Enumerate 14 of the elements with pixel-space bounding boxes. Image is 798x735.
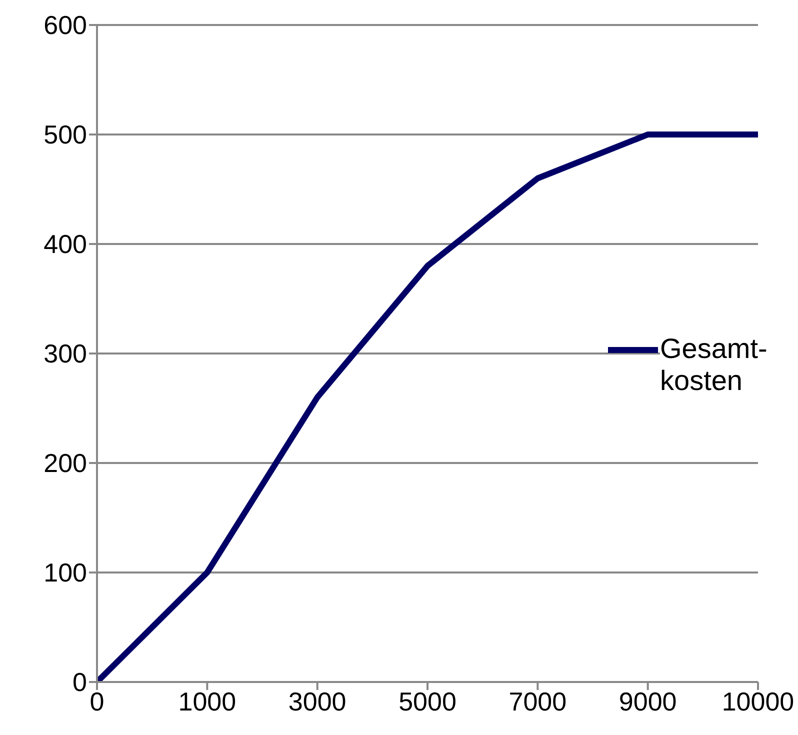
y-tick-label: 300	[44, 338, 87, 369]
x-tick-label: 10000	[722, 686, 794, 716]
y-tick-label: 100	[44, 558, 87, 588]
y-tick-label: 400	[44, 229, 87, 260]
x-tick-label: 1000	[178, 686, 236, 716]
y-tick-label: 500	[44, 120, 87, 150]
y-tick-label: 0	[72, 667, 87, 698]
x-tick-label: 7000	[508, 686, 567, 716]
y-tick-label: 600	[44, 10, 87, 40]
x-tick-label: 5000	[398, 686, 456, 716]
x-tick-label: 3000	[288, 686, 346, 716]
y-tick-label: 200	[44, 448, 87, 478]
x-tick-label: 9000	[618, 686, 677, 716]
legend-label: Gesamt-kosten	[660, 333, 768, 397]
